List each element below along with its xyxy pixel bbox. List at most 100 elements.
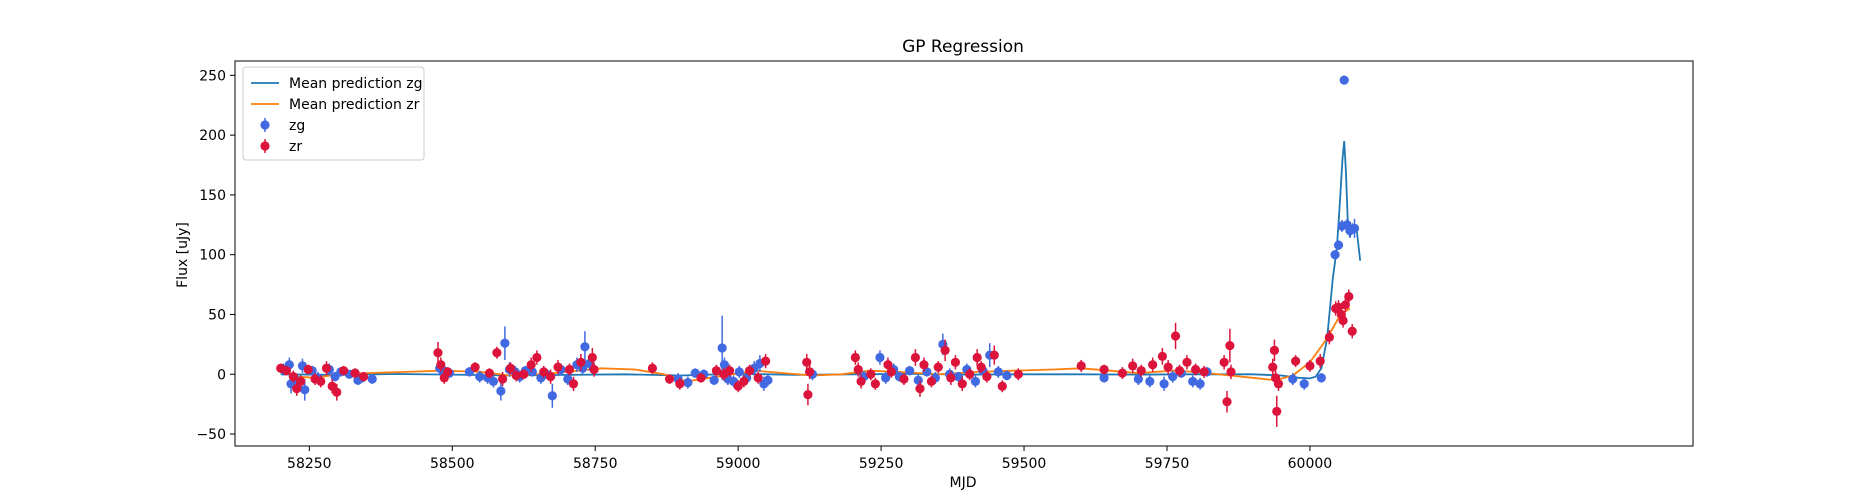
- x-tick-label-59500: 59500: [1002, 456, 1047, 472]
- zr-point-41: [724, 366, 735, 376]
- zr-point-7: [316, 376, 326, 387]
- zr-point-14: [433, 348, 443, 358]
- plot-frame: [234, 60, 1694, 447]
- x-tick-label-60000: 60000: [1288, 456, 1333, 472]
- zr-point-19: [484, 368, 495, 378]
- zg-point-59: [905, 366, 915, 376]
- zr-point-60: [919, 360, 929, 370]
- zr-point-94: [1272, 406, 1282, 416]
- zg-point-87: [1339, 75, 1349, 85]
- zg-point-90: [1349, 223, 1360, 233]
- legend-entry-mean-prediction-zg-label: Mean prediction zg: [289, 76, 423, 92]
- x-tick-label-58250: 58250: [287, 456, 332, 472]
- zr-point-67: [965, 369, 975, 379]
- zr-point-49: [805, 367, 815, 377]
- zg-point-43: [717, 343, 727, 353]
- axes: 58250 58500 58750 59000 59250 59500 59750 60000…: [196, 60, 1694, 472]
- y-axis-label: Flux [uJy]: [175, 222, 191, 288]
- zr-point-92: [1269, 345, 1280, 355]
- zr-point-106: [1347, 326, 1357, 336]
- zr-point-3: [292, 384, 302, 394]
- zg-point-78: [1188, 376, 1198, 387]
- zg-point-39: [683, 378, 693, 388]
- zr-point-58: [910, 352, 921, 363]
- zr-point-33: [587, 352, 597, 363]
- zr-point-87: [1219, 357, 1229, 367]
- zg-point-79: [1195, 379, 1205, 389]
- zg-point-47: [734, 367, 744, 377]
- zr-point-44: [744, 366, 755, 376]
- zr-point-99: [1324, 332, 1334, 342]
- zr-point-21: [497, 374, 508, 384]
- zr-point-77: [1128, 361, 1138, 371]
- zr-point-28: [546, 372, 556, 382]
- zg-point-73: [1133, 374, 1143, 384]
- zr-point-66: [957, 379, 967, 389]
- zg-point-28: [527, 367, 537, 377]
- zr-point-30: [564, 364, 575, 375]
- zr-point-15: [436, 360, 446, 370]
- zr-point-81: [1163, 362, 1173, 372]
- zr-point-104: [1340, 300, 1350, 310]
- zr-point-80: [1157, 351, 1168, 361]
- zr-point-63: [940, 345, 950, 355]
- zg-point-5: [300, 385, 310, 395]
- zg-point-72: [1099, 373, 1109, 383]
- plot-area: [276, 75, 1362, 427]
- zr-point-23: [511, 370, 521, 381]
- x-tick-label-59250: 59250: [859, 456, 904, 472]
- zr-point-89: [1225, 340, 1235, 351]
- zg-point-55: [875, 352, 885, 363]
- chart-title: GP Regression: [902, 37, 1024, 57]
- zr-point-96: [1291, 356, 1301, 366]
- zr-point-83: [1174, 366, 1185, 376]
- zr-point-20: [492, 348, 502, 358]
- zr-point-71: [989, 350, 999, 360]
- zg-point-65: [953, 372, 963, 382]
- zg-point-19: [475, 372, 485, 382]
- zg-point-21: [488, 376, 499, 387]
- prediction-line-zg: [280, 141, 1362, 380]
- zr-point-74: [1076, 361, 1086, 371]
- zr-point-34: [589, 364, 599, 375]
- zr-point-79: [1148, 360, 1158, 370]
- y-tick-label-200: 200: [199, 128, 226, 144]
- zr-point-22: [505, 363, 516, 373]
- zr-point-17: [443, 367, 453, 377]
- zr-point-76: [1117, 368, 1127, 378]
- zr-point-70: [982, 372, 992, 382]
- zr-point-46: [760, 356, 771, 366]
- zr-point-54: [870, 379, 880, 389]
- zr-point-4: [296, 376, 306, 387]
- zr-point-75: [1099, 364, 1109, 375]
- zr-point-18: [470, 362, 480, 372]
- zr-point-38: [696, 373, 706, 383]
- zr-point-103: [1338, 315, 1348, 326]
- zg-point-83: [1316, 373, 1326, 383]
- legend: Mean prediction zg Mean prediction zr zg zr: [242, 66, 425, 161]
- zr-point-31: [568, 379, 579, 389]
- zg-point-84: [1330, 250, 1340, 260]
- zg-point-75: [1159, 379, 1169, 389]
- zr-point-48: [803, 389, 813, 400]
- zr-point-97: [1305, 361, 1315, 371]
- zr-point-55: [883, 360, 893, 370]
- zr-point-51: [853, 364, 863, 375]
- zr-point-98: [1315, 356, 1325, 366]
- legend-entry-zg-marker-swatch: [260, 120, 270, 130]
- x-tick-label-59000: 59000: [716, 456, 761, 472]
- zr-point-95: [1273, 379, 1284, 389]
- zg-point-36: [580, 342, 590, 352]
- zr-point-61: [926, 376, 937, 387]
- zr-point-62: [933, 362, 943, 372]
- legend-entry-zr-marker-swatch: [260, 141, 270, 151]
- legend-box: [242, 66, 425, 161]
- zr-point-37: [675, 379, 685, 389]
- zr-point-50: [850, 352, 860, 363]
- zr-point-85: [1190, 364, 1201, 375]
- zg-point-56: [881, 373, 891, 383]
- zr-point-59: [915, 384, 925, 394]
- zr-point-13: [359, 372, 369, 382]
